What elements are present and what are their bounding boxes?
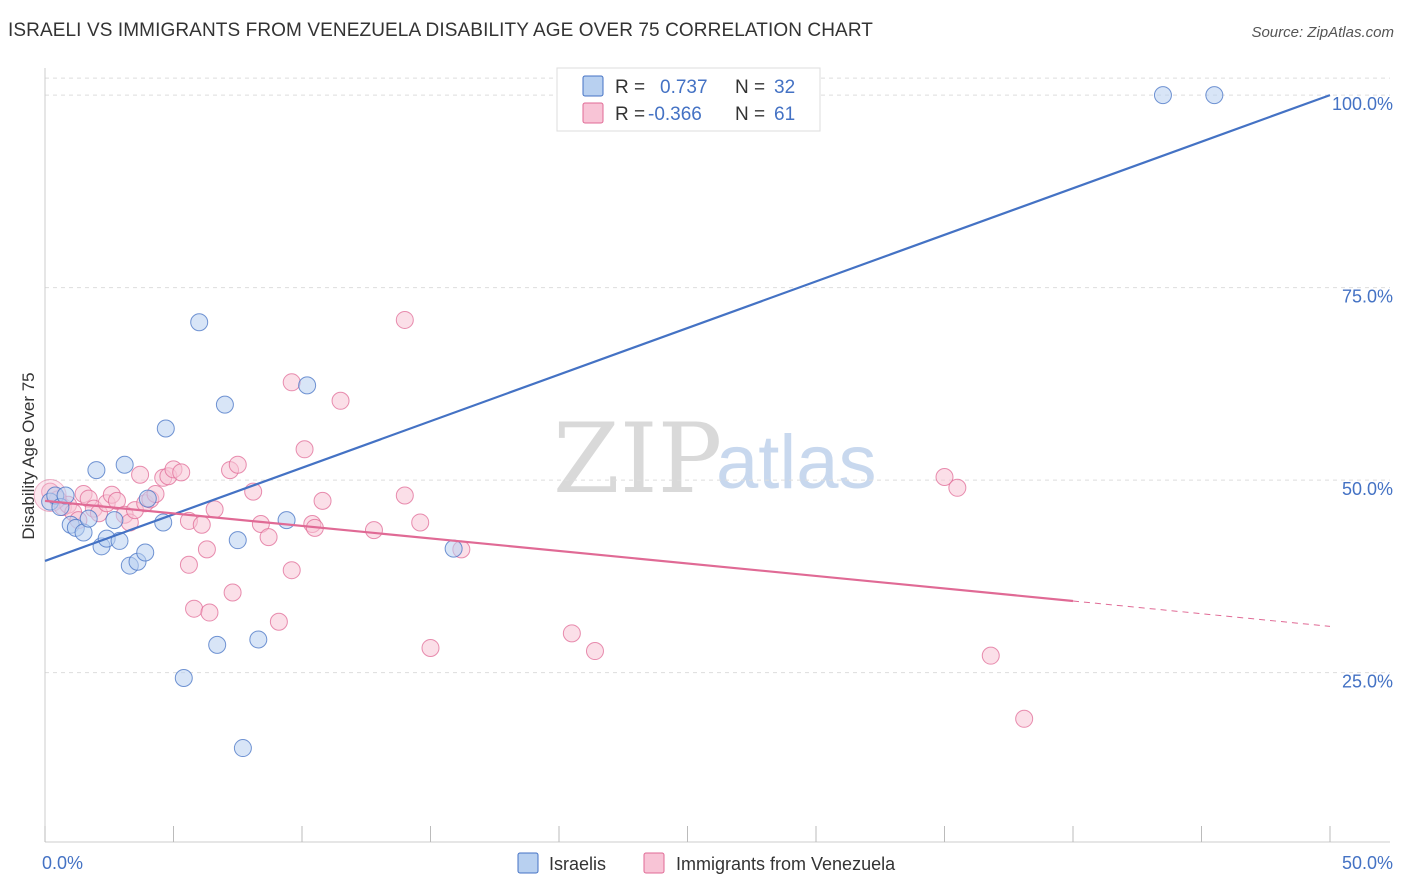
venezuela-point-32 xyxy=(228,455,247,474)
israeli-point-24 xyxy=(228,531,247,550)
watermark-atlas: atlas xyxy=(716,420,877,505)
legend-r-label-venezuela: R = xyxy=(615,104,645,125)
israeli-point-7 xyxy=(79,509,98,528)
venezuela-point-45 xyxy=(364,521,383,540)
legend-r-value-venezuela: -0.366 xyxy=(648,104,702,125)
x-tick-label-1: 50.0% xyxy=(1342,853,1393,873)
y-tick-label-1: 50.0% xyxy=(1342,479,1393,499)
israeli-point-13 xyxy=(115,455,134,474)
israeli-point-31 xyxy=(1205,86,1224,105)
grid-lines xyxy=(45,77,1390,674)
y-tick-label-0: 25.0% xyxy=(1342,672,1393,692)
venezuela-point-27 xyxy=(192,515,211,534)
axes xyxy=(44,68,1390,843)
bottom-legend: Israelis Immigrants from Venezuela xyxy=(517,852,896,874)
trend-line-2 xyxy=(1072,600,1331,627)
x-tick-label-0: 0.0% xyxy=(42,853,83,873)
venezuela-point-55 xyxy=(981,646,1000,665)
venezuela-point-16 xyxy=(131,465,150,484)
trend-lines xyxy=(44,94,1331,627)
venezuela-point-49 xyxy=(421,638,440,657)
legend-swatch-israelis xyxy=(582,75,604,97)
legend-n-label-venezuela: N = xyxy=(735,104,765,125)
israeli-point-29 xyxy=(444,539,463,558)
legend-r-label-israelis: R = xyxy=(615,77,645,98)
israeli-point-28 xyxy=(298,376,317,395)
trend-line-0 xyxy=(44,94,1331,562)
venezuela-point-33 xyxy=(223,583,242,602)
israeli-point-21 xyxy=(190,313,209,332)
venezuela-point-51 xyxy=(562,624,581,643)
venezuela-point-25 xyxy=(179,555,198,574)
bottom-legend-swatch-venezuela xyxy=(643,852,665,874)
venezuela-point-37 xyxy=(269,612,288,631)
source-label: Source: ZipAtlas.com xyxy=(1251,24,1394,41)
venezuela-point-38 xyxy=(282,561,301,580)
venezuela-point-26 xyxy=(185,599,204,618)
venezuela-point-36 xyxy=(259,528,278,547)
x-tick-labels: 0.0% 50.0% xyxy=(42,853,1393,873)
chart-title: ISRAELI VS IMMIGRANTS FROM VENEZUELA DIS… xyxy=(8,20,874,41)
israeli-point-30 xyxy=(1153,86,1172,105)
venezuela-point-39 xyxy=(282,373,301,392)
israeli-point-8 xyxy=(87,461,106,480)
israeli-point-20 xyxy=(174,668,193,687)
venezuela-point-12 xyxy=(107,491,126,510)
y-axis-title: Disability Age Over 75 xyxy=(19,372,38,539)
venezuela-point-54 xyxy=(948,478,967,497)
legend-n-value-israelis: 32 xyxy=(774,77,795,98)
venezuela-point-30 xyxy=(205,500,224,519)
bottom-legend-israelis: Israelis xyxy=(549,854,606,874)
israeli-point-3 xyxy=(56,486,75,505)
venezuela-point-46 xyxy=(395,486,414,505)
venezuela-point-43 xyxy=(313,491,332,510)
watermark: ZIP atlas xyxy=(553,403,877,515)
venezuela-point-53 xyxy=(935,468,954,487)
israeli-point-11 xyxy=(105,511,124,530)
venezuela-point-40 xyxy=(295,440,314,459)
israeli-point-22 xyxy=(208,635,227,654)
israeli-point-26 xyxy=(249,630,268,649)
watermark-zip: ZIP xyxy=(553,403,722,515)
venezuela-point-44 xyxy=(331,391,350,410)
y-tick-label-2: 75.0% xyxy=(1342,287,1393,307)
y-tick-label-3: 100.0% xyxy=(1332,94,1393,114)
bottom-legend-venezuela: Immigrants from Venezuela xyxy=(676,854,896,874)
venezuela-point-47 xyxy=(395,310,414,329)
venezuela-point-48 xyxy=(411,513,430,532)
venezuela-point-28 xyxy=(197,540,216,559)
legend-n-label-israelis: N = xyxy=(735,77,765,98)
israeli-point-12 xyxy=(110,531,129,550)
israeli-point-25 xyxy=(233,739,252,758)
venezuela-point-29 xyxy=(200,603,219,622)
y-tick-labels: 25.0% 50.0% 75.0% 100.0% xyxy=(1332,94,1393,692)
israeli-point-16 xyxy=(136,543,155,562)
israeli-point-18 xyxy=(154,513,173,532)
trend-line-1 xyxy=(44,499,1074,603)
legend-r-value-israelis: 0.737 xyxy=(660,77,708,98)
israeli-point-23 xyxy=(215,395,234,414)
israeli-point-19 xyxy=(156,419,175,438)
israeli-point-17 xyxy=(138,489,157,508)
venezuela-point-56 xyxy=(1015,709,1034,728)
legend-swatch-venezuela xyxy=(582,102,604,124)
venezuela-point-52 xyxy=(585,642,604,661)
bottom-legend-swatch-israelis xyxy=(517,852,539,874)
legend: R = 0.737 N = 32 R = -0.366 N = 61 xyxy=(556,67,821,132)
legend-n-value-venezuela: 61 xyxy=(774,104,795,125)
venezuela-point-23 xyxy=(172,463,191,482)
venezuela-points xyxy=(33,310,1034,728)
